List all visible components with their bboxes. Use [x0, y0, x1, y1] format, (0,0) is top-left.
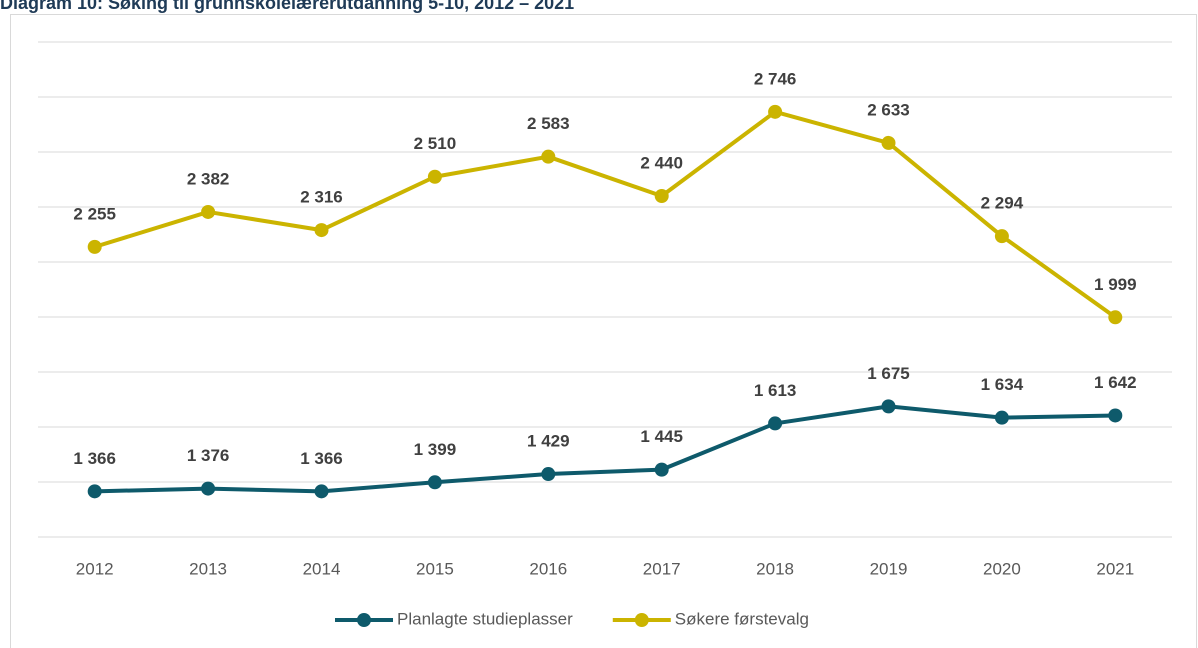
data-point — [87, 484, 102, 499]
data-label: 1 429 — [527, 432, 570, 451]
data-point — [427, 475, 442, 490]
data-point — [1108, 408, 1123, 423]
data-point — [427, 169, 442, 184]
data-point — [768, 104, 783, 119]
x-tick-label: 2018 — [756, 559, 794, 578]
legend-label: Planlagte studieplasser — [397, 609, 573, 628]
data-point — [654, 462, 669, 477]
data-label: 1 366 — [300, 449, 343, 468]
data-point — [201, 204, 216, 219]
data-label: 1 376 — [187, 446, 230, 465]
x-tick-label: 2021 — [1096, 559, 1134, 578]
data-point — [881, 135, 896, 150]
data-point — [314, 484, 329, 499]
data-label: 2 510 — [414, 134, 457, 153]
data-point — [1108, 310, 1123, 325]
data-point — [541, 467, 556, 482]
x-tick-label: 2013 — [189, 559, 227, 578]
data-point — [314, 223, 329, 238]
data-label: 2 316 — [300, 188, 343, 207]
x-tick-label: 2015 — [416, 559, 454, 578]
data-point — [87, 239, 102, 254]
x-tick-label: 2019 — [870, 559, 908, 578]
data-label: 2 440 — [640, 153, 683, 172]
data-label: 1 634 — [981, 375, 1024, 394]
chart-frame — [10, 14, 1197, 648]
data-label: 1 999 — [1094, 275, 1137, 294]
data-label: 2 746 — [754, 69, 797, 88]
data-label: 1 399 — [414, 440, 457, 459]
series-line — [94, 404, 1116, 494]
data-point — [201, 481, 216, 496]
series-line — [94, 109, 1117, 319]
data-label: 2 583 — [527, 114, 570, 133]
chart-title: Diagram 10: Søking til grunnskolelærerut… — [0, 0, 574, 13]
legend-label: Søkere førstevalg — [675, 609, 809, 628]
data-label: 2 382 — [187, 169, 230, 188]
data-label: 1 642 — [1094, 373, 1137, 392]
data-point — [994, 410, 1009, 425]
x-tick-label: 2020 — [983, 559, 1021, 578]
data-point — [768, 416, 783, 431]
data-label: 2 255 — [73, 204, 116, 223]
legend-marker — [634, 613, 649, 627]
data-point — [541, 149, 556, 164]
data-label: 2 633 — [867, 100, 910, 119]
x-tick-label: 2017 — [643, 559, 681, 578]
legend-marker — [357, 613, 371, 627]
data-point — [654, 189, 669, 203]
x-tick-label: 2012 — [76, 559, 114, 578]
data-label: 2 294 — [981, 194, 1024, 213]
data-point — [994, 229, 1009, 244]
data-label: 1 445 — [640, 427, 683, 446]
x-tick-label: 2014 — [303, 559, 341, 578]
data-label: 1 675 — [867, 364, 910, 383]
data-label: 1 366 — [73, 449, 116, 468]
data-label: 1 613 — [754, 381, 797, 400]
x-tick-label: 2016 — [529, 559, 567, 578]
data-point — [881, 399, 896, 414]
